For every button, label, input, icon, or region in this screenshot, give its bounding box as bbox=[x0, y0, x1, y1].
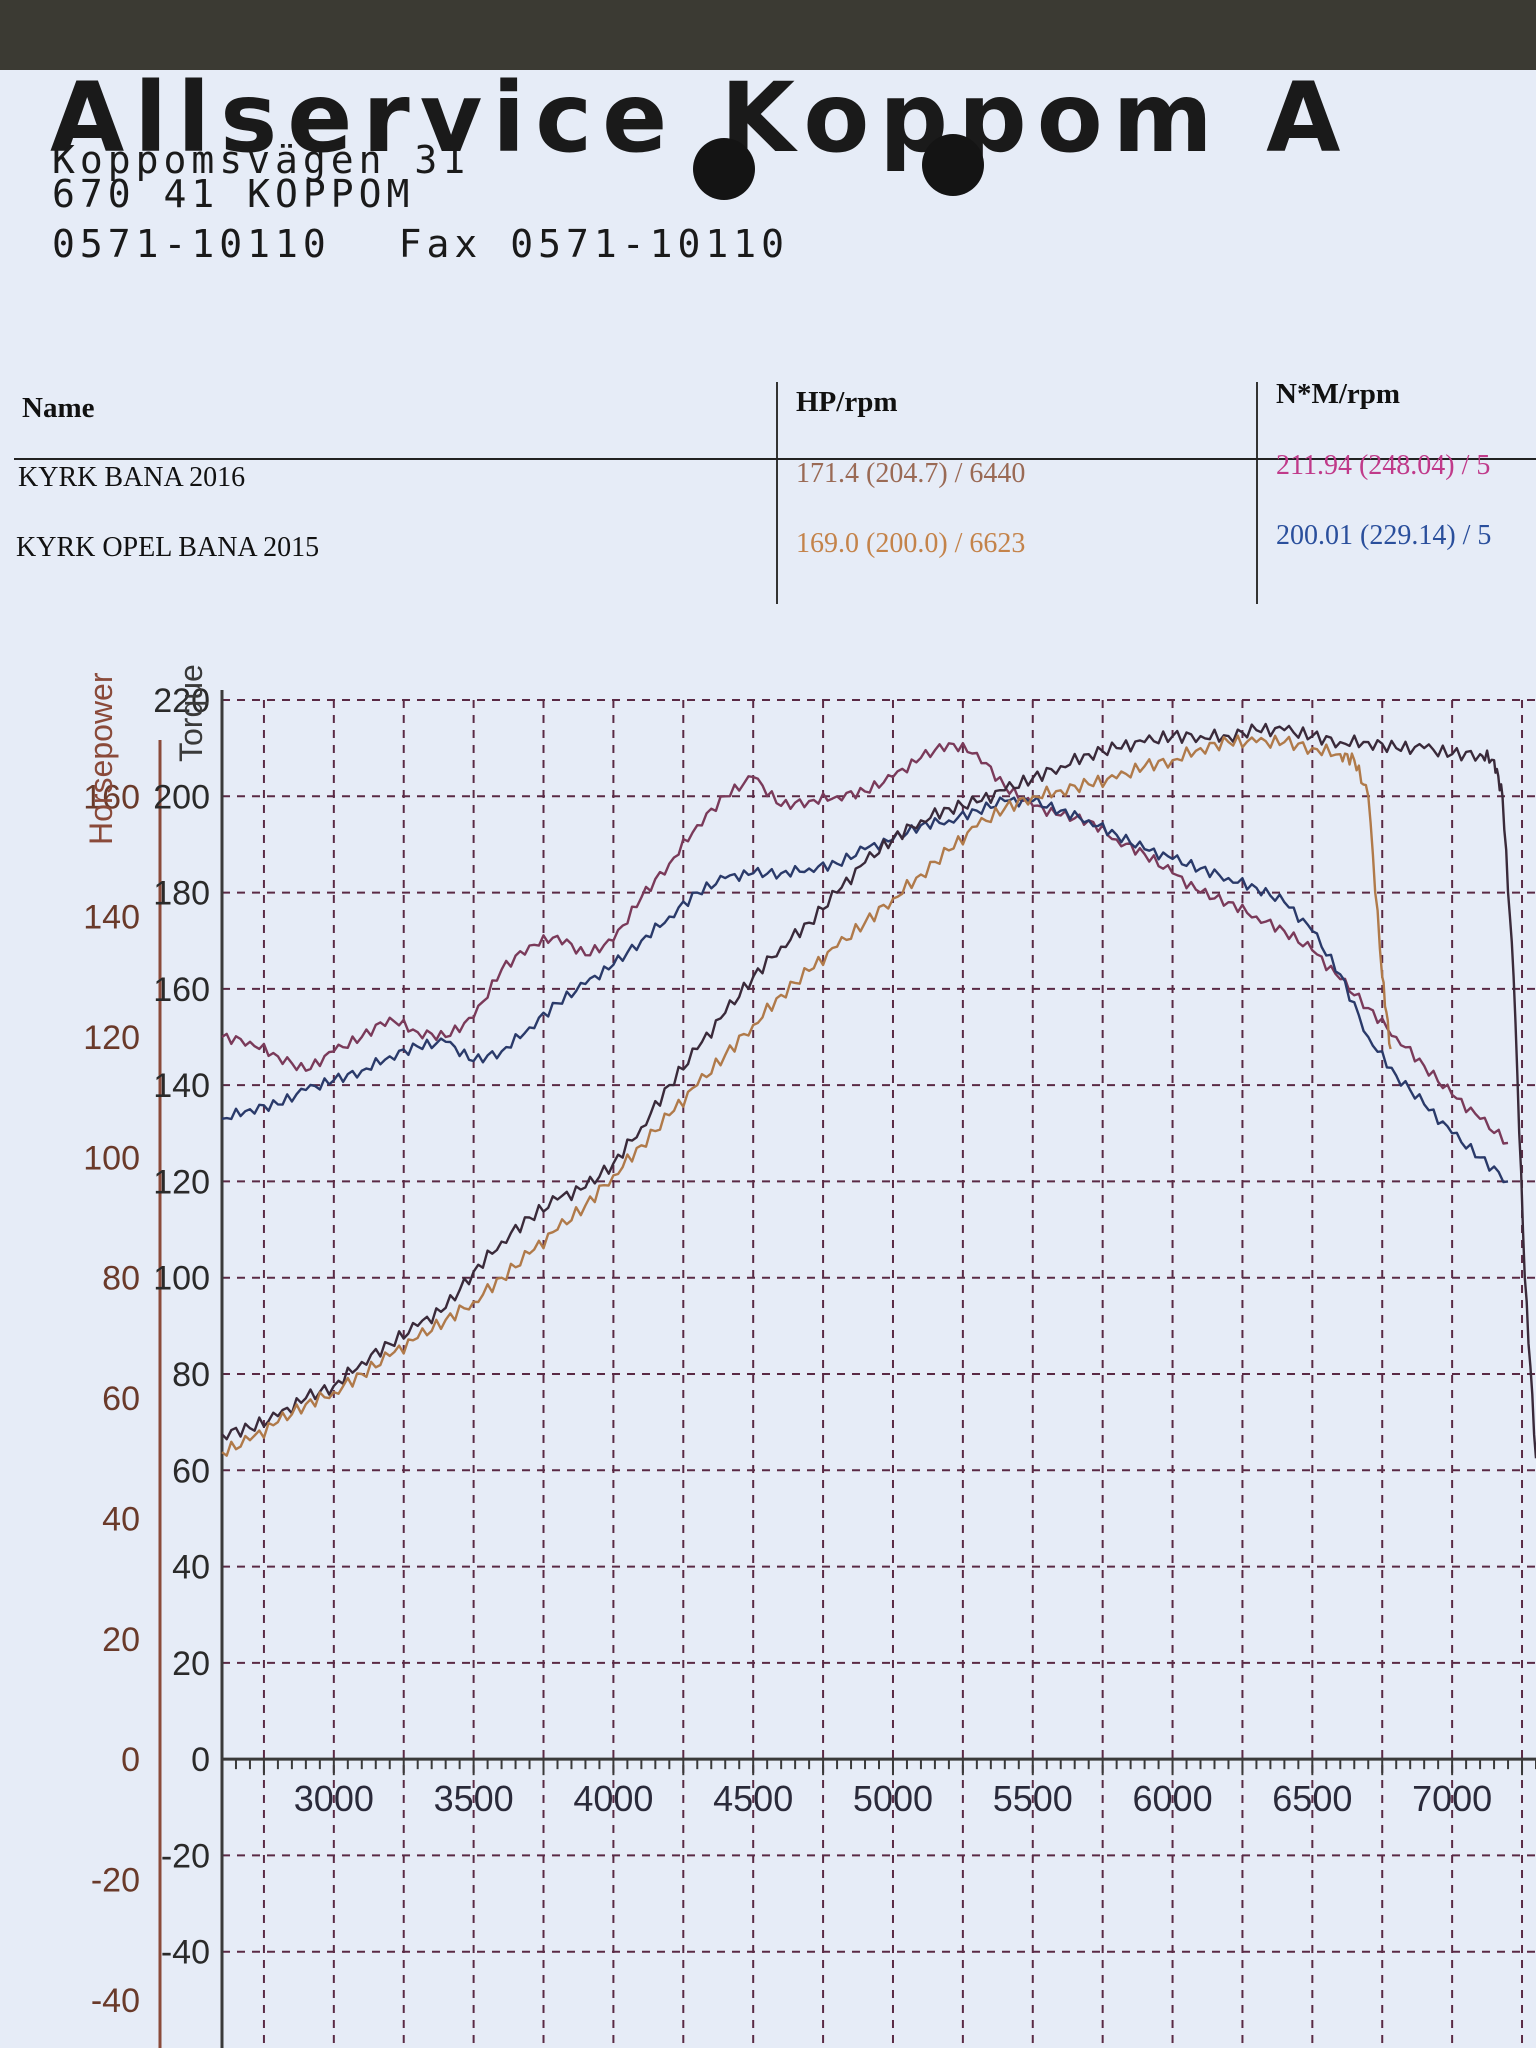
hp-tick-label: -20 bbox=[91, 1862, 140, 1900]
chart-grid bbox=[222, 699, 1536, 2048]
series-line-hp-2016 bbox=[221, 722, 1536, 1459]
series-line-hp-2015 bbox=[221, 734, 1392, 1457]
chart-series bbox=[221, 722, 1536, 1459]
results-table: Name HP/rpm N*M/rpm KYRK BANA 2016 171.4… bbox=[14, 370, 1536, 604]
torque-tick-label: 80 bbox=[172, 1356, 210, 1394]
row-1-name: KYRK BANA 2016 bbox=[18, 462, 246, 493]
torque-axis-title: Torque bbox=[173, 664, 209, 762]
torque-tick-label: 20 bbox=[172, 1645, 210, 1683]
hp-tick-label: 20 bbox=[102, 1621, 140, 1659]
row-2-hp: 169.0 (200.0) / 6623 bbox=[796, 528, 1026, 559]
company-phone-line: 0571-10110 Fax 0571-10110 bbox=[52, 222, 789, 266]
table-divider bbox=[776, 382, 778, 604]
table-header-rule bbox=[14, 458, 1536, 460]
hp-tick-label: 80 bbox=[102, 1260, 140, 1298]
hp-tick-label: 0 bbox=[121, 1741, 140, 1779]
x-tick-label: 3000 bbox=[294, 1778, 374, 1819]
x-tick-label: 6000 bbox=[1133, 1778, 1213, 1819]
dyno-printout bbox=[0, 70, 1536, 2048]
phone-number: 0571-10110 bbox=[52, 222, 331, 266]
torque-tick-label: 0 bbox=[191, 1741, 210, 1779]
series-line-tq-2016 bbox=[221, 741, 1509, 1145]
hp-tick-label: 140 bbox=[83, 899, 140, 937]
x-tick-label: 5500 bbox=[993, 1778, 1073, 1819]
hp-tick-label: 160 bbox=[83, 778, 140, 816]
column-header-name: Name bbox=[22, 392, 95, 424]
x-tick-label: 4000 bbox=[573, 1778, 653, 1819]
hp-tick-label: 60 bbox=[102, 1380, 140, 1418]
torque-tick-label: 180 bbox=[153, 875, 210, 913]
dyno-chart: 3000 3500 4000 4500 5000 5500 6000 6500 7000-40-… bbox=[83, 664, 1536, 2048]
column-header-hp: HP/rpm bbox=[796, 386, 898, 418]
hp-tick-label: 100 bbox=[83, 1139, 140, 1177]
torque-tick-label: -20 bbox=[161, 1837, 210, 1875]
hp-tick-label: -40 bbox=[91, 1982, 140, 2020]
column-header-nm: N*M/rpm bbox=[1276, 378, 1401, 410]
torque-tick-label: 160 bbox=[153, 971, 210, 1009]
table-divider bbox=[1256, 382, 1258, 604]
torque-tick-label: -40 bbox=[161, 1934, 210, 1972]
hp-tick-label: 120 bbox=[83, 1019, 140, 1057]
fax-label: Fax bbox=[398, 222, 483, 266]
x-tick-label: 3500 bbox=[434, 1778, 514, 1819]
punch-hole-right bbox=[922, 134, 984, 196]
torque-tick-label: 200 bbox=[153, 778, 210, 816]
x-tick-label: 6500 bbox=[1272, 1778, 1352, 1819]
hp-tick-label: 40 bbox=[102, 1500, 140, 1538]
chart-axes: 3000 3500 4000 4500 5000 5500 6000 6500 7000-40-… bbox=[83, 664, 1536, 2048]
company-postal: 670 41 KOPPOM bbox=[52, 172, 415, 216]
torque-tick-label: 100 bbox=[153, 1260, 210, 1298]
torque-tick-label: 60 bbox=[172, 1452, 210, 1490]
row-1-nm: 211.94 (248.04) / 5 bbox=[1276, 450, 1491, 481]
fax-number: 0571-10110 bbox=[510, 222, 789, 266]
x-tick-label: 7000 bbox=[1412, 1778, 1492, 1819]
torque-tick-label: 140 bbox=[153, 1067, 210, 1105]
torque-tick-label: 120 bbox=[153, 1163, 210, 1201]
row-1-hp: 171.4 (204.7) / 6440 bbox=[796, 458, 1026, 489]
row-2-name: KYRK OPEL BANA 2015 bbox=[16, 532, 320, 563]
x-tick-label: 4500 bbox=[713, 1778, 793, 1819]
hp-axis-title: Horsepower bbox=[83, 672, 119, 845]
torque-tick-label: 40 bbox=[172, 1549, 210, 1587]
x-tick-label: 5000 bbox=[853, 1778, 933, 1819]
row-2-nm: 200.01 (229.14) / 5 bbox=[1276, 520, 1492, 551]
company-street: Koppomsvägen 31 bbox=[52, 138, 471, 182]
punch-hole-left bbox=[693, 138, 755, 200]
series-line-tq-2015 bbox=[221, 796, 1509, 1184]
torque-tick-label: 220 bbox=[153, 682, 210, 720]
